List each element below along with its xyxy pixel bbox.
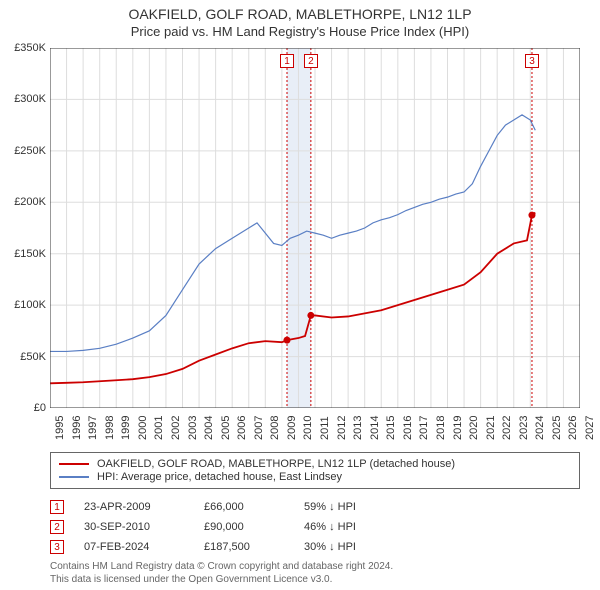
y-tick-label: £150K [14, 248, 46, 260]
x-tick-label: 2001 [153, 416, 165, 440]
event-price: £66,000 [204, 501, 284, 513]
x-tick-label: 2005 [220, 416, 232, 440]
x-tick-label: 1998 [104, 416, 116, 440]
legend-item-hpi: HPI: Average price, detached house, East… [59, 471, 571, 483]
x-tick-label: 2011 [319, 416, 331, 440]
sale-events-list: 1 23-APR-2009 £66,000 59% ↓ HPI 2 30-SEP-2010… [50, 494, 580, 560]
plot-area [50, 48, 580, 408]
chart-container: OAKFIELD, GOLF ROAD, MABLETHORPE, LN12 1… [0, 0, 600, 590]
event-hpi-delta: 46% ↓ HPI [304, 521, 356, 533]
x-tick-label: 2003 [187, 416, 199, 440]
x-tick-label: 2025 [551, 416, 563, 440]
x-tick-label: 1997 [87, 416, 99, 440]
x-tick-label: 2017 [418, 416, 430, 440]
x-tick-label: 2024 [534, 416, 546, 440]
legend-label: OAKFIELD, GOLF ROAD, MABLETHORPE, LN12 1… [97, 458, 455, 470]
x-tick-label: 2014 [369, 416, 381, 440]
y-tick-label: £0 [34, 402, 46, 414]
x-tick-label: 2020 [468, 416, 480, 440]
sale-event-row: 2 30-SEP-2010 £90,000 46% ↓ HPI [50, 520, 580, 534]
x-tick-label: 2009 [286, 416, 298, 440]
x-tick-label: 1996 [71, 416, 83, 440]
x-tick-label: 2027 [584, 416, 596, 440]
event-marker-box: 3 [525, 54, 539, 68]
event-date: 30-SEP-2010 [84, 521, 184, 533]
x-tick-label: 2023 [518, 416, 530, 440]
x-tick-label: 2018 [435, 416, 447, 440]
event-date: 07-FEB-2024 [84, 541, 184, 553]
legend-swatch-icon [59, 463, 89, 465]
x-tick-label: 2026 [567, 416, 579, 440]
y-tick-label: £250K [14, 145, 46, 157]
footer-line: This data is licensed under the Open Gov… [50, 573, 580, 586]
x-tick-label: 2004 [203, 416, 215, 440]
y-tick-label: £50K [20, 351, 46, 363]
chart-title-sub: Price paid vs. HM Land Registry's House … [0, 24, 600, 39]
x-tick-label: 2006 [236, 416, 248, 440]
sale-event-row: 3 07-FEB-2024 £187,500 30% ↓ HPI [50, 540, 580, 554]
x-tick-label: 2000 [137, 416, 149, 440]
event-number-box: 3 [50, 540, 64, 554]
x-tick-label: 1999 [120, 416, 132, 440]
legend-item-price-paid: OAKFIELD, GOLF ROAD, MABLETHORPE, LN12 1… [59, 458, 571, 470]
x-tick-label: 2013 [352, 416, 364, 440]
x-tick-label: 2008 [269, 416, 281, 440]
event-hpi-delta: 59% ↓ HPI [304, 501, 356, 513]
event-number-box: 1 [50, 500, 64, 514]
event-price: £187,500 [204, 541, 284, 553]
sale-event-row: 1 23-APR-2009 £66,000 59% ↓ HPI [50, 500, 580, 514]
y-tick-label: £350K [14, 42, 46, 54]
x-tick-label: 2019 [452, 416, 464, 440]
plot-svg [50, 48, 580, 408]
event-marker-box: 1 [280, 54, 294, 68]
event-hpi-delta: 30% ↓ HPI [304, 541, 356, 553]
x-tick-label: 2010 [302, 416, 314, 440]
x-tick-label: 2015 [385, 416, 397, 440]
x-tick-label: 2022 [501, 416, 513, 440]
x-tick-label: 2021 [485, 416, 497, 440]
legend-swatch-icon [59, 476, 89, 478]
event-number-box: 2 [50, 520, 64, 534]
legend: OAKFIELD, GOLF ROAD, MABLETHORPE, LN12 1… [50, 452, 580, 489]
footer-line: Contains HM Land Registry data © Crown c… [50, 560, 580, 573]
event-date: 23-APR-2009 [84, 501, 184, 513]
x-tick-label: 2016 [402, 416, 414, 440]
x-tick-label: 2007 [253, 416, 265, 440]
x-tick-label: 1995 [54, 416, 66, 440]
x-tick-label: 2002 [170, 416, 182, 440]
attribution-footer: Contains HM Land Registry data © Crown c… [50, 560, 580, 586]
x-tick-label: 2012 [336, 416, 348, 440]
y-tick-label: £300K [14, 93, 46, 105]
event-marker-box: 2 [304, 54, 318, 68]
y-tick-label: £100K [14, 299, 46, 311]
y-tick-label: £200K [14, 196, 46, 208]
chart-title-address: OAKFIELD, GOLF ROAD, MABLETHORPE, LN12 1… [0, 6, 600, 22]
legend-label: HPI: Average price, detached house, East… [97, 471, 342, 483]
event-price: £90,000 [204, 521, 284, 533]
